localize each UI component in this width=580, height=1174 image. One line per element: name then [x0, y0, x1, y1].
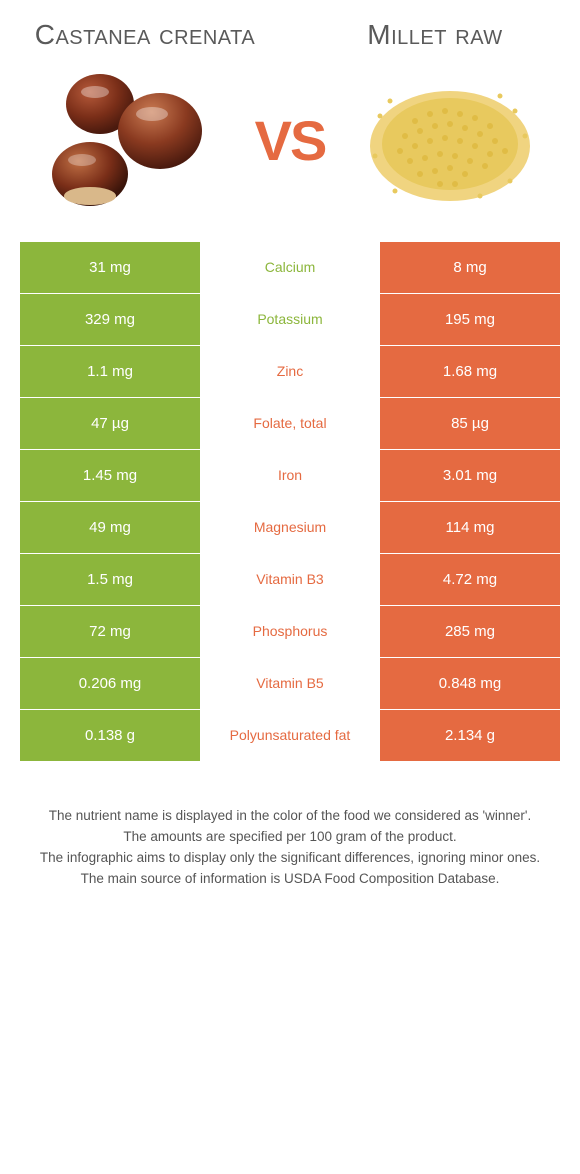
millet-icon [355, 66, 545, 216]
value-left: 0.138 g [20, 710, 200, 761]
nutrient-label: Calcium [200, 242, 380, 293]
table-row: 47 µgFolate, total85 µg [20, 397, 560, 449]
table-row: 0.138 gPolyunsaturated fat2.134 g [20, 709, 560, 761]
table-row: 0.206 mgVitamin B50.848 mg [20, 657, 560, 709]
footer-line: The main source of information is USDA F… [20, 869, 560, 890]
nutrient-label: Zinc [200, 346, 380, 397]
value-left: 1.45 mg [20, 450, 200, 501]
value-right: 8 mg [380, 242, 560, 293]
food-left-image [30, 61, 230, 221]
images-row: VS [0, 56, 580, 241]
value-right: 4.72 mg [380, 554, 560, 605]
footer-line: The nutrient name is displayed in the co… [20, 806, 560, 827]
value-left: 0.206 mg [20, 658, 200, 709]
footer-line: The amounts are specified per 100 gram o… [20, 827, 560, 848]
value-left: 47 µg [20, 398, 200, 449]
value-left: 329 mg [20, 294, 200, 345]
vs-label: VS [255, 108, 326, 173]
nutrient-label: Phosphorus [200, 606, 380, 657]
chestnut-icon [40, 66, 220, 216]
value-left: 1.5 mg [20, 554, 200, 605]
food-right-image [350, 61, 550, 221]
table-row: 329 mgPotassium195 mg [20, 293, 560, 345]
table-row: 31 mgCalcium8 mg [20, 241, 560, 293]
nutrient-label: Magnesium [200, 502, 380, 553]
food-left-title: Castanea crenata [30, 20, 260, 51]
food-right-title: Millet raw [320, 20, 550, 51]
value-right: 195 mg [380, 294, 560, 345]
nutrient-label: Folate, total [200, 398, 380, 449]
value-right: 85 µg [380, 398, 560, 449]
value-right: 285 mg [380, 606, 560, 657]
table-row: 1.5 mgVitamin B34.72 mg [20, 553, 560, 605]
footer-line: The infographic aims to display only the… [20, 848, 560, 869]
value-right: 0.848 mg [380, 658, 560, 709]
table-row: 1.45 mgIron3.01 mg [20, 449, 560, 501]
table-row: 72 mgPhosphorus285 mg [20, 605, 560, 657]
value-left: 49 mg [20, 502, 200, 553]
value-right: 2.134 g [380, 710, 560, 761]
nutrient-label: Vitamin B3 [200, 554, 380, 605]
table-row: 1.1 mgZinc1.68 mg [20, 345, 560, 397]
value-right: 1.68 mg [380, 346, 560, 397]
value-left: 72 mg [20, 606, 200, 657]
nutrient-label: Polyunsaturated fat [200, 710, 380, 761]
value-right: 114 mg [380, 502, 560, 553]
infographic-container: Castanea crenata Millet raw [0, 0, 580, 889]
header: Castanea crenata Millet raw [0, 0, 580, 56]
nutrient-table: 31 mgCalcium8 mg329 mgPotassium195 mg1.1… [20, 241, 560, 761]
nutrient-label: Iron [200, 450, 380, 501]
nutrient-label: Potassium [200, 294, 380, 345]
nutrient-label: Vitamin B5 [200, 658, 380, 709]
footer-notes: The nutrient name is displayed in the co… [20, 806, 560, 890]
table-row: 49 mgMagnesium114 mg [20, 501, 560, 553]
value-left: 1.1 mg [20, 346, 200, 397]
value-left: 31 mg [20, 242, 200, 293]
value-right: 3.01 mg [380, 450, 560, 501]
